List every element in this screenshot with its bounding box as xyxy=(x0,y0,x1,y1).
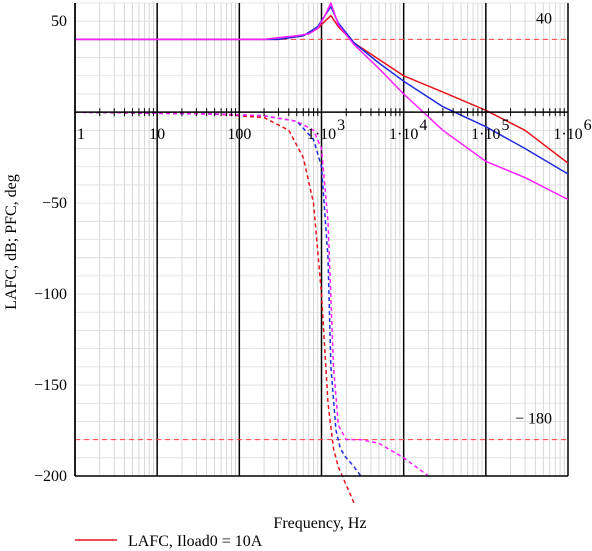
series-line-3 xyxy=(75,2,569,201)
x-tick-label: 1·105 xyxy=(471,117,509,143)
x-tick-base: 1·10 xyxy=(307,126,336,143)
y-tick-label: −200 xyxy=(34,468,67,485)
x-tick-base: 10 xyxy=(149,126,165,143)
x-tick-label: 1 xyxy=(77,126,85,143)
x-tick-label: 100 xyxy=(227,126,251,143)
y-tick-label: −50 xyxy=(42,195,67,212)
x-tick-label: 10 xyxy=(149,126,165,143)
x-tick-exponent: 5 xyxy=(501,117,509,134)
reference-labels: 40 − 180 xyxy=(515,10,552,427)
reference-label: 40 xyxy=(536,10,552,27)
x-tick-label: 1·104 xyxy=(389,117,427,143)
x-tick-base: 1·10 xyxy=(389,126,418,143)
axes xyxy=(74,3,569,477)
series-line-6 xyxy=(74,111,429,477)
y-axis-label: LAFC, dB; PFC, deg xyxy=(3,174,20,310)
x-tick-base: 1·10 xyxy=(553,126,582,143)
x-tick-base: 100 xyxy=(227,126,251,143)
legend-label: LAFC, Iload0 = 10A xyxy=(128,533,263,550)
x-tick-label: 1·106 xyxy=(553,117,591,143)
x-axis-label: Frequency, Hz xyxy=(273,515,366,532)
x-tick-base: 1·10 xyxy=(471,126,500,143)
x-tick-exponent: 4 xyxy=(419,117,427,134)
y-tick-label: −100 xyxy=(34,286,67,303)
reference-label: − 180 xyxy=(515,411,552,428)
x-tick-exponent: 6 xyxy=(584,117,592,134)
x-tick-base: 1 xyxy=(77,126,85,143)
series-line-4 xyxy=(74,111,355,504)
y-tick-label: 50 xyxy=(51,13,67,30)
x-tick-label: 1·103 xyxy=(307,117,345,143)
y-tick-labels: 50 −50 −100 −150 −200 xyxy=(34,13,67,485)
y-tick-label: −150 xyxy=(34,377,67,394)
x-tick-exponent: 3 xyxy=(337,117,345,134)
